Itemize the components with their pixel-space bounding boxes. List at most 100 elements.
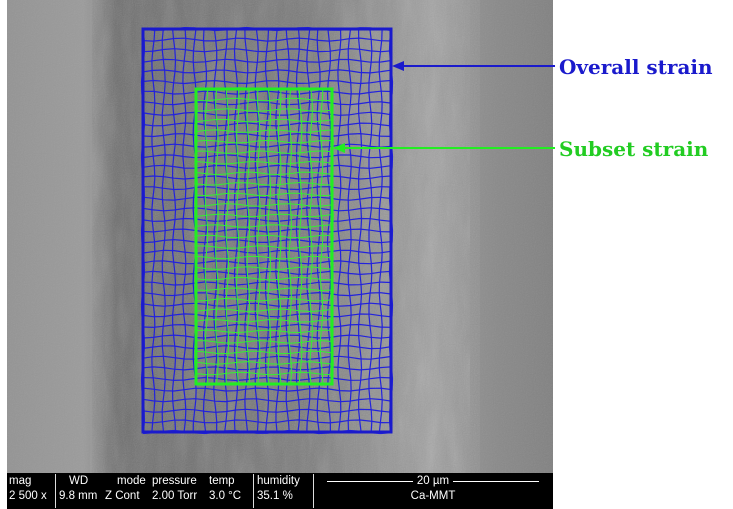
grid-line-horizontal	[195, 245, 333, 249]
grid-line-vertical	[204, 88, 209, 385]
grid-line-horizontal	[142, 164, 392, 170]
grid-line-horizontal	[142, 387, 392, 392]
grid-line-vertical	[236, 88, 240, 385]
grid-line-horizontal	[142, 143, 392, 148]
grid-line-horizontal	[195, 118, 333, 123]
humidity-value: 35.1 %	[257, 490, 293, 502]
grid-line-horizontal	[195, 255, 333, 260]
grid-line-horizontal	[142, 398, 392, 403]
grid-line-vertical	[256, 88, 261, 385]
grid-line-horizontal	[142, 217, 392, 223]
grid-line-horizontal	[142, 58, 392, 63]
grid-line-horizontal	[142, 334, 392, 339]
grid-line-horizontal	[142, 408, 392, 413]
grid-line-horizontal	[142, 260, 392, 265]
grid-line-horizontal	[195, 371, 333, 376]
grid-line-horizontal	[143, 185, 392, 191]
grid-line-horizontal	[195, 234, 332, 239]
grid-line-horizontal	[142, 79, 392, 85]
grid-line-horizontal	[142, 302, 392, 307]
grid-line-vertical	[288, 88, 292, 385]
grid-line-horizontal	[195, 308, 333, 313]
subset-strain-region	[194, 87, 334, 386]
grid-line-horizontal	[142, 366, 392, 371]
grid-line-horizontal	[195, 139, 332, 144]
grid-line-horizontal	[142, 323, 392, 329]
grid-line-horizontal	[195, 129, 333, 133]
grid-line-horizontal	[142, 69, 392, 74]
grid-line-horizontal	[195, 350, 333, 355]
databar-temp: temp 3.0 °C	[209, 475, 241, 505]
grid-line-horizontal	[142, 101, 392, 106]
grid-line-horizontal	[196, 150, 333, 155]
grid-line-horizontal	[142, 48, 392, 53]
databar-mode: mode Z Cont	[105, 475, 146, 505]
mag-value: 2 500 x	[9, 490, 47, 502]
grid-line-horizontal	[142, 270, 392, 276]
grid-line-horizontal	[195, 97, 333, 102]
substrate-right	[480, 0, 553, 473]
grid-line-horizontal	[142, 313, 392, 318]
databar-pressure: pressure 2.00 Torr	[152, 475, 197, 505]
grid-line-horizontal	[195, 213, 333, 218]
grid-line-vertical	[225, 88, 230, 384]
humidity-label: humidity	[257, 475, 300, 487]
grid-line-vertical	[347, 28, 352, 433]
mag-label: mag	[9, 475, 32, 487]
grid-line-horizontal	[142, 196, 392, 201]
grid-line-vertical	[378, 28, 383, 433]
temp-value: 3.0 °C	[209, 490, 242, 502]
grid-line-horizontal	[195, 192, 333, 197]
grid-line-horizontal	[142, 376, 392, 382]
grid-line-vertical	[295, 28, 301, 433]
grid-line-horizontal	[142, 291, 392, 297]
grid-line-vertical	[264, 28, 270, 433]
scale-bar-label: 20 µm	[412, 475, 454, 487]
grid-line-horizontal	[195, 108, 333, 112]
grid-line-horizontal	[142, 207, 392, 212]
grid-line-horizontal	[142, 355, 392, 360]
grid-line-vertical	[215, 88, 219, 385]
databar-scale: 20 µm Ca-MMT	[319, 475, 547, 505]
subset-strain-label: Subset strain	[559, 137, 709, 161]
grid-line-horizontal	[195, 297, 333, 302]
sample-name: Ca-MMT	[410, 490, 456, 502]
grid-line-horizontal	[195, 224, 333, 228]
overall-strain-label: Overall strain	[559, 55, 713, 79]
overall-strain-arrow	[392, 61, 555, 71]
grid-line-vertical	[171, 28, 177, 433]
scale-bar: 20 µm	[319, 475, 547, 490]
grid-line-horizontal	[142, 228, 392, 233]
databar-mag: mag 2 500 x	[9, 475, 47, 505]
pressure-label: pressure	[152, 475, 197, 487]
grid-line-vertical	[306, 28, 311, 433]
grid-line-vertical	[182, 28, 187, 433]
grid-line-horizontal	[142, 238, 392, 244]
grid-line-horizontal	[195, 266, 333, 270]
grid-line-horizontal	[142, 281, 392, 286]
grid-line-vertical	[244, 28, 249, 433]
grid-line-horizontal	[195, 287, 333, 292]
substrate-left	[7, 0, 92, 473]
grid-line-vertical	[316, 28, 321, 433]
databar-wd: WD 9.8 mm	[59, 475, 97, 505]
grid-line-horizontal	[142, 175, 392, 180]
grid-line-vertical	[357, 28, 363, 433]
grid-line-horizontal	[195, 160, 333, 165]
overall-strain-region	[141, 27, 393, 434]
grid-line-horizontal	[195, 340, 333, 344]
sem-databar: mag 2 500 x WD 9.8 mm mode Z Cont pressu…	[7, 473, 553, 509]
grid-line-vertical	[326, 28, 332, 433]
grid-line-vertical	[233, 28, 239, 433]
grid-line-horizontal	[142, 154, 392, 159]
grid-line-horizontal	[195, 319, 333, 323]
grid-line-horizontal	[142, 122, 392, 127]
wd-label: WD	[69, 475, 89, 487]
grid-line-horizontal	[195, 276, 333, 281]
grid-line-horizontal	[195, 203, 333, 207]
grid-line-horizontal	[195, 181, 333, 186]
grid-line-vertical	[267, 88, 271, 385]
grid-line-horizontal	[142, 111, 392, 116]
grid-line-horizontal	[142, 249, 392, 254]
grid-line-vertical	[213, 28, 218, 433]
